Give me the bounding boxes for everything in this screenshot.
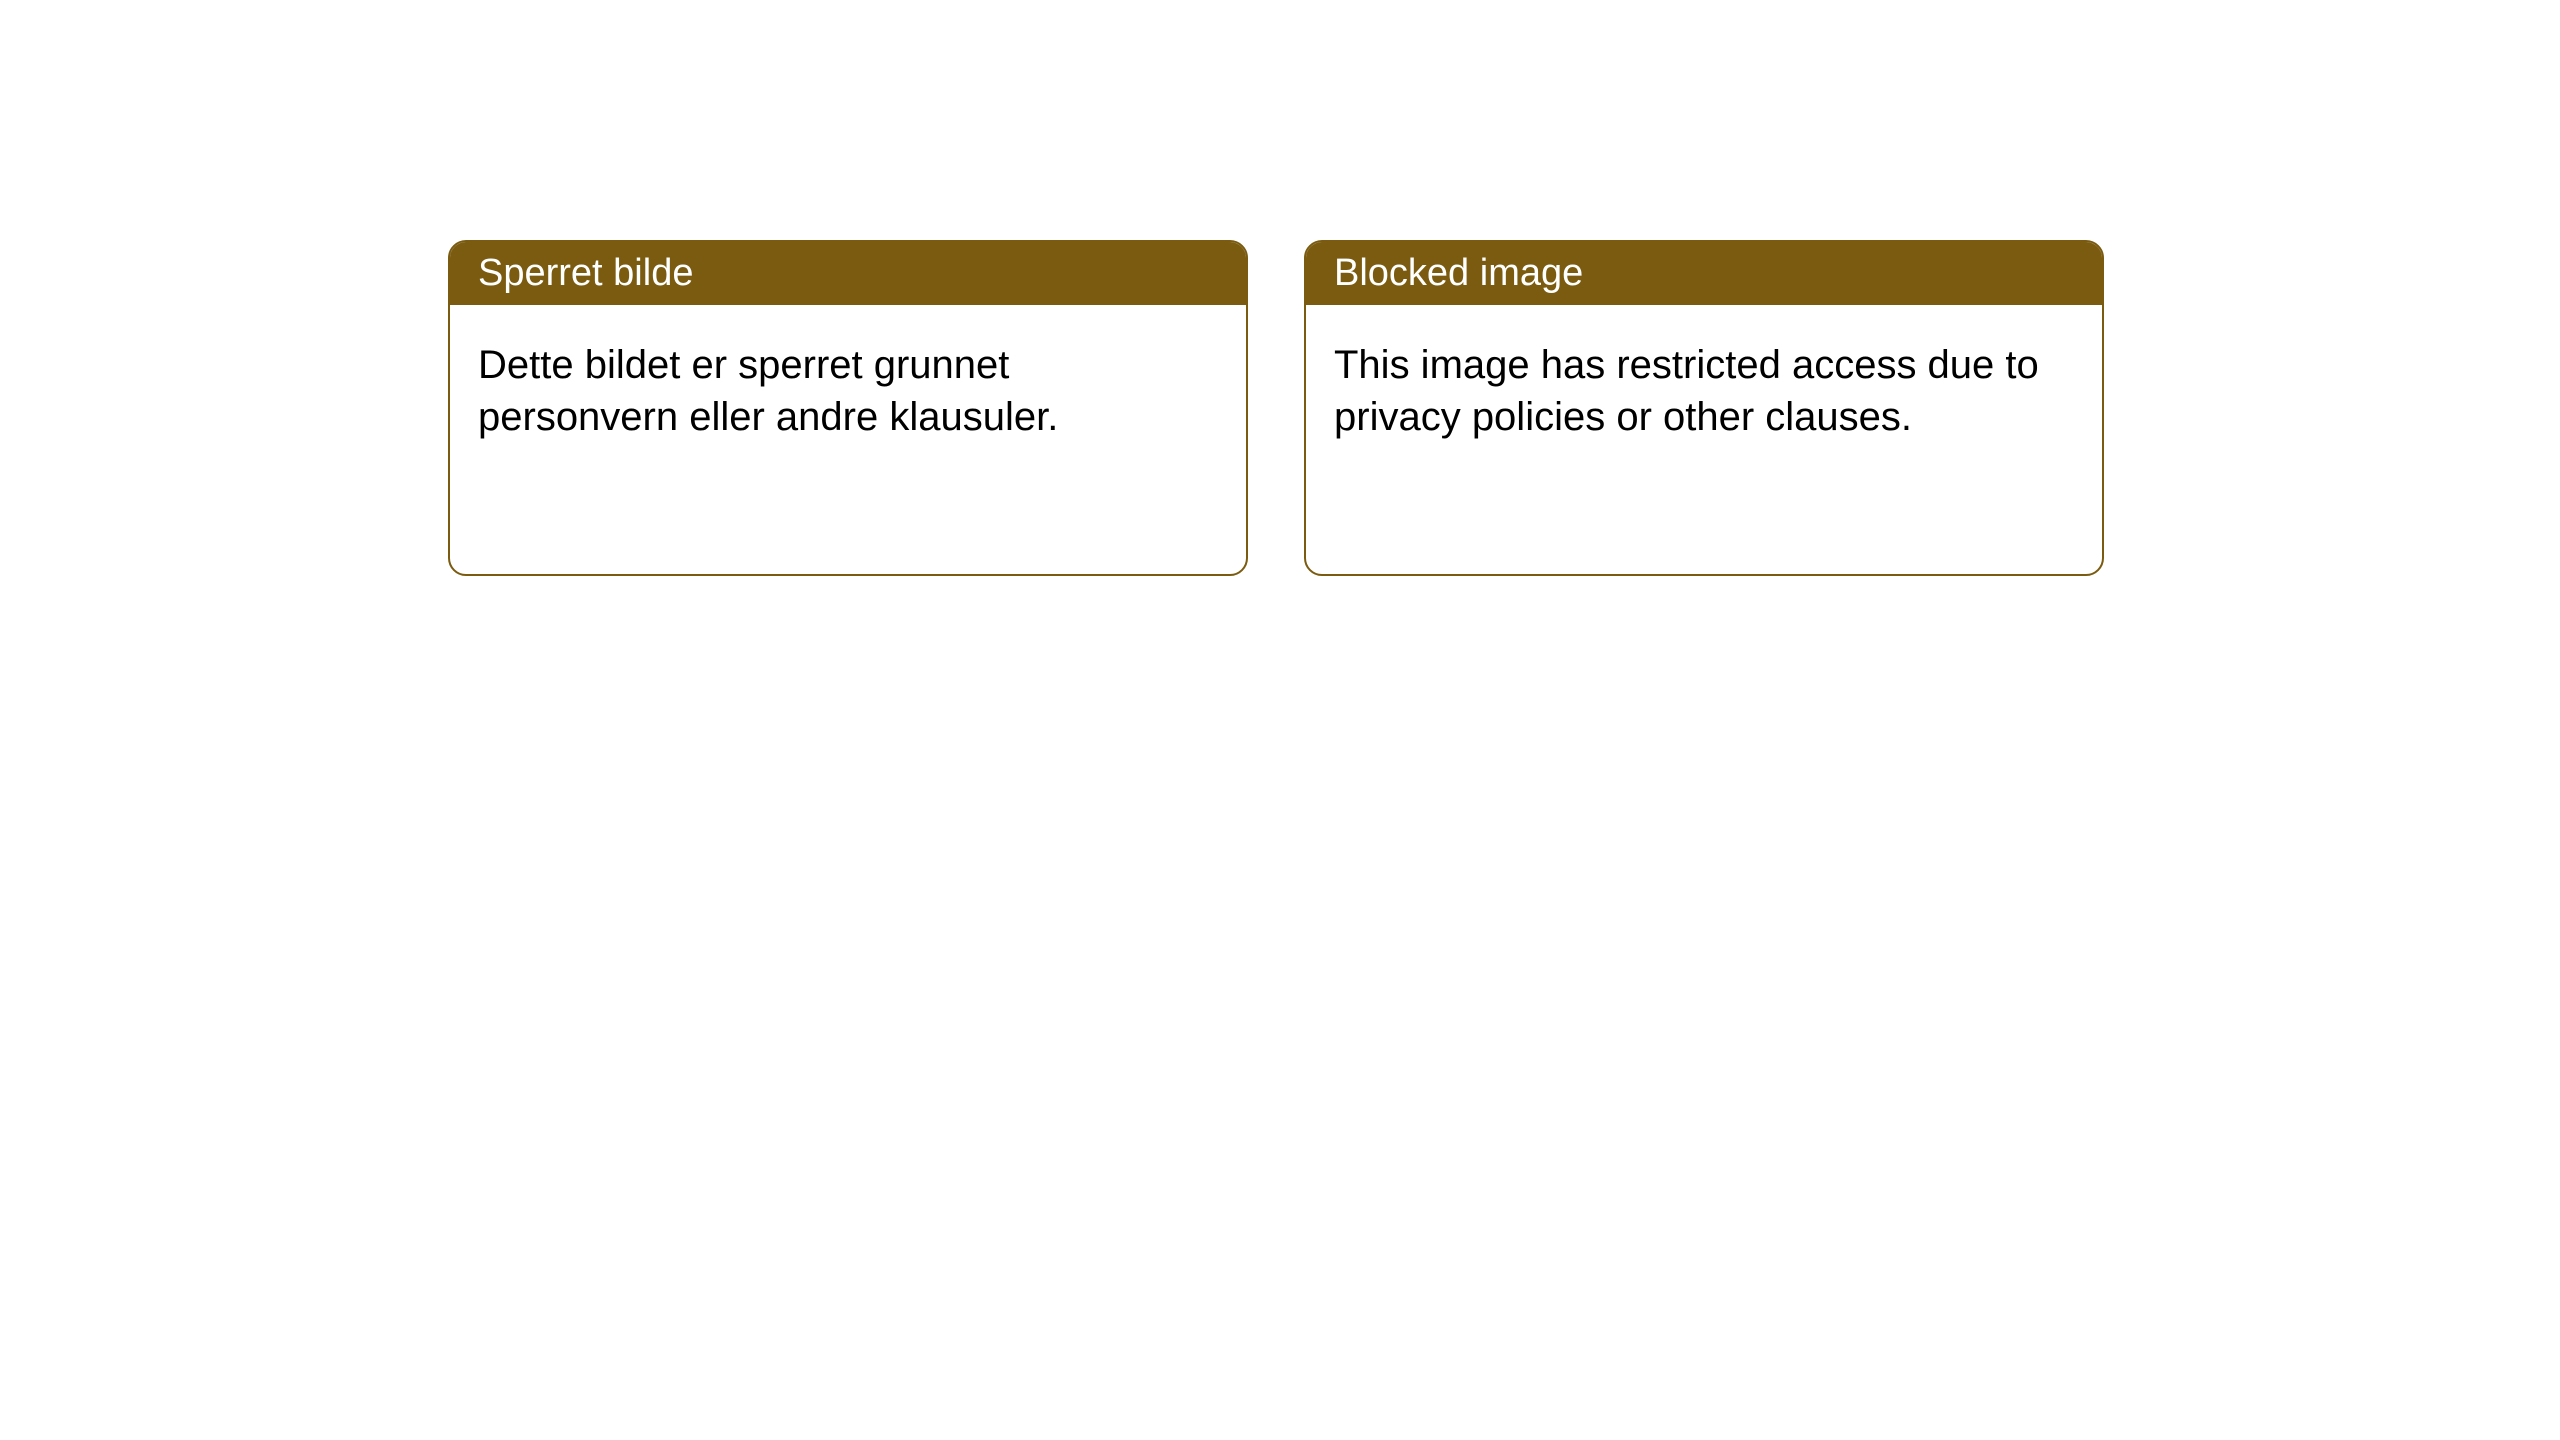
- notice-header: Sperret bilde: [450, 242, 1246, 305]
- notice-box-english: Blocked image This image has restricted …: [1304, 240, 2104, 576]
- notice-body: Dette bildet er sperret grunnet personve…: [450, 305, 1246, 477]
- notices-container: Sperret bilde Dette bildet er sperret gr…: [0, 0, 2560, 576]
- notice-header: Blocked image: [1306, 242, 2102, 305]
- notice-box-norwegian: Sperret bilde Dette bildet er sperret gr…: [448, 240, 1248, 576]
- notice-body: This image has restricted access due to …: [1306, 305, 2102, 477]
